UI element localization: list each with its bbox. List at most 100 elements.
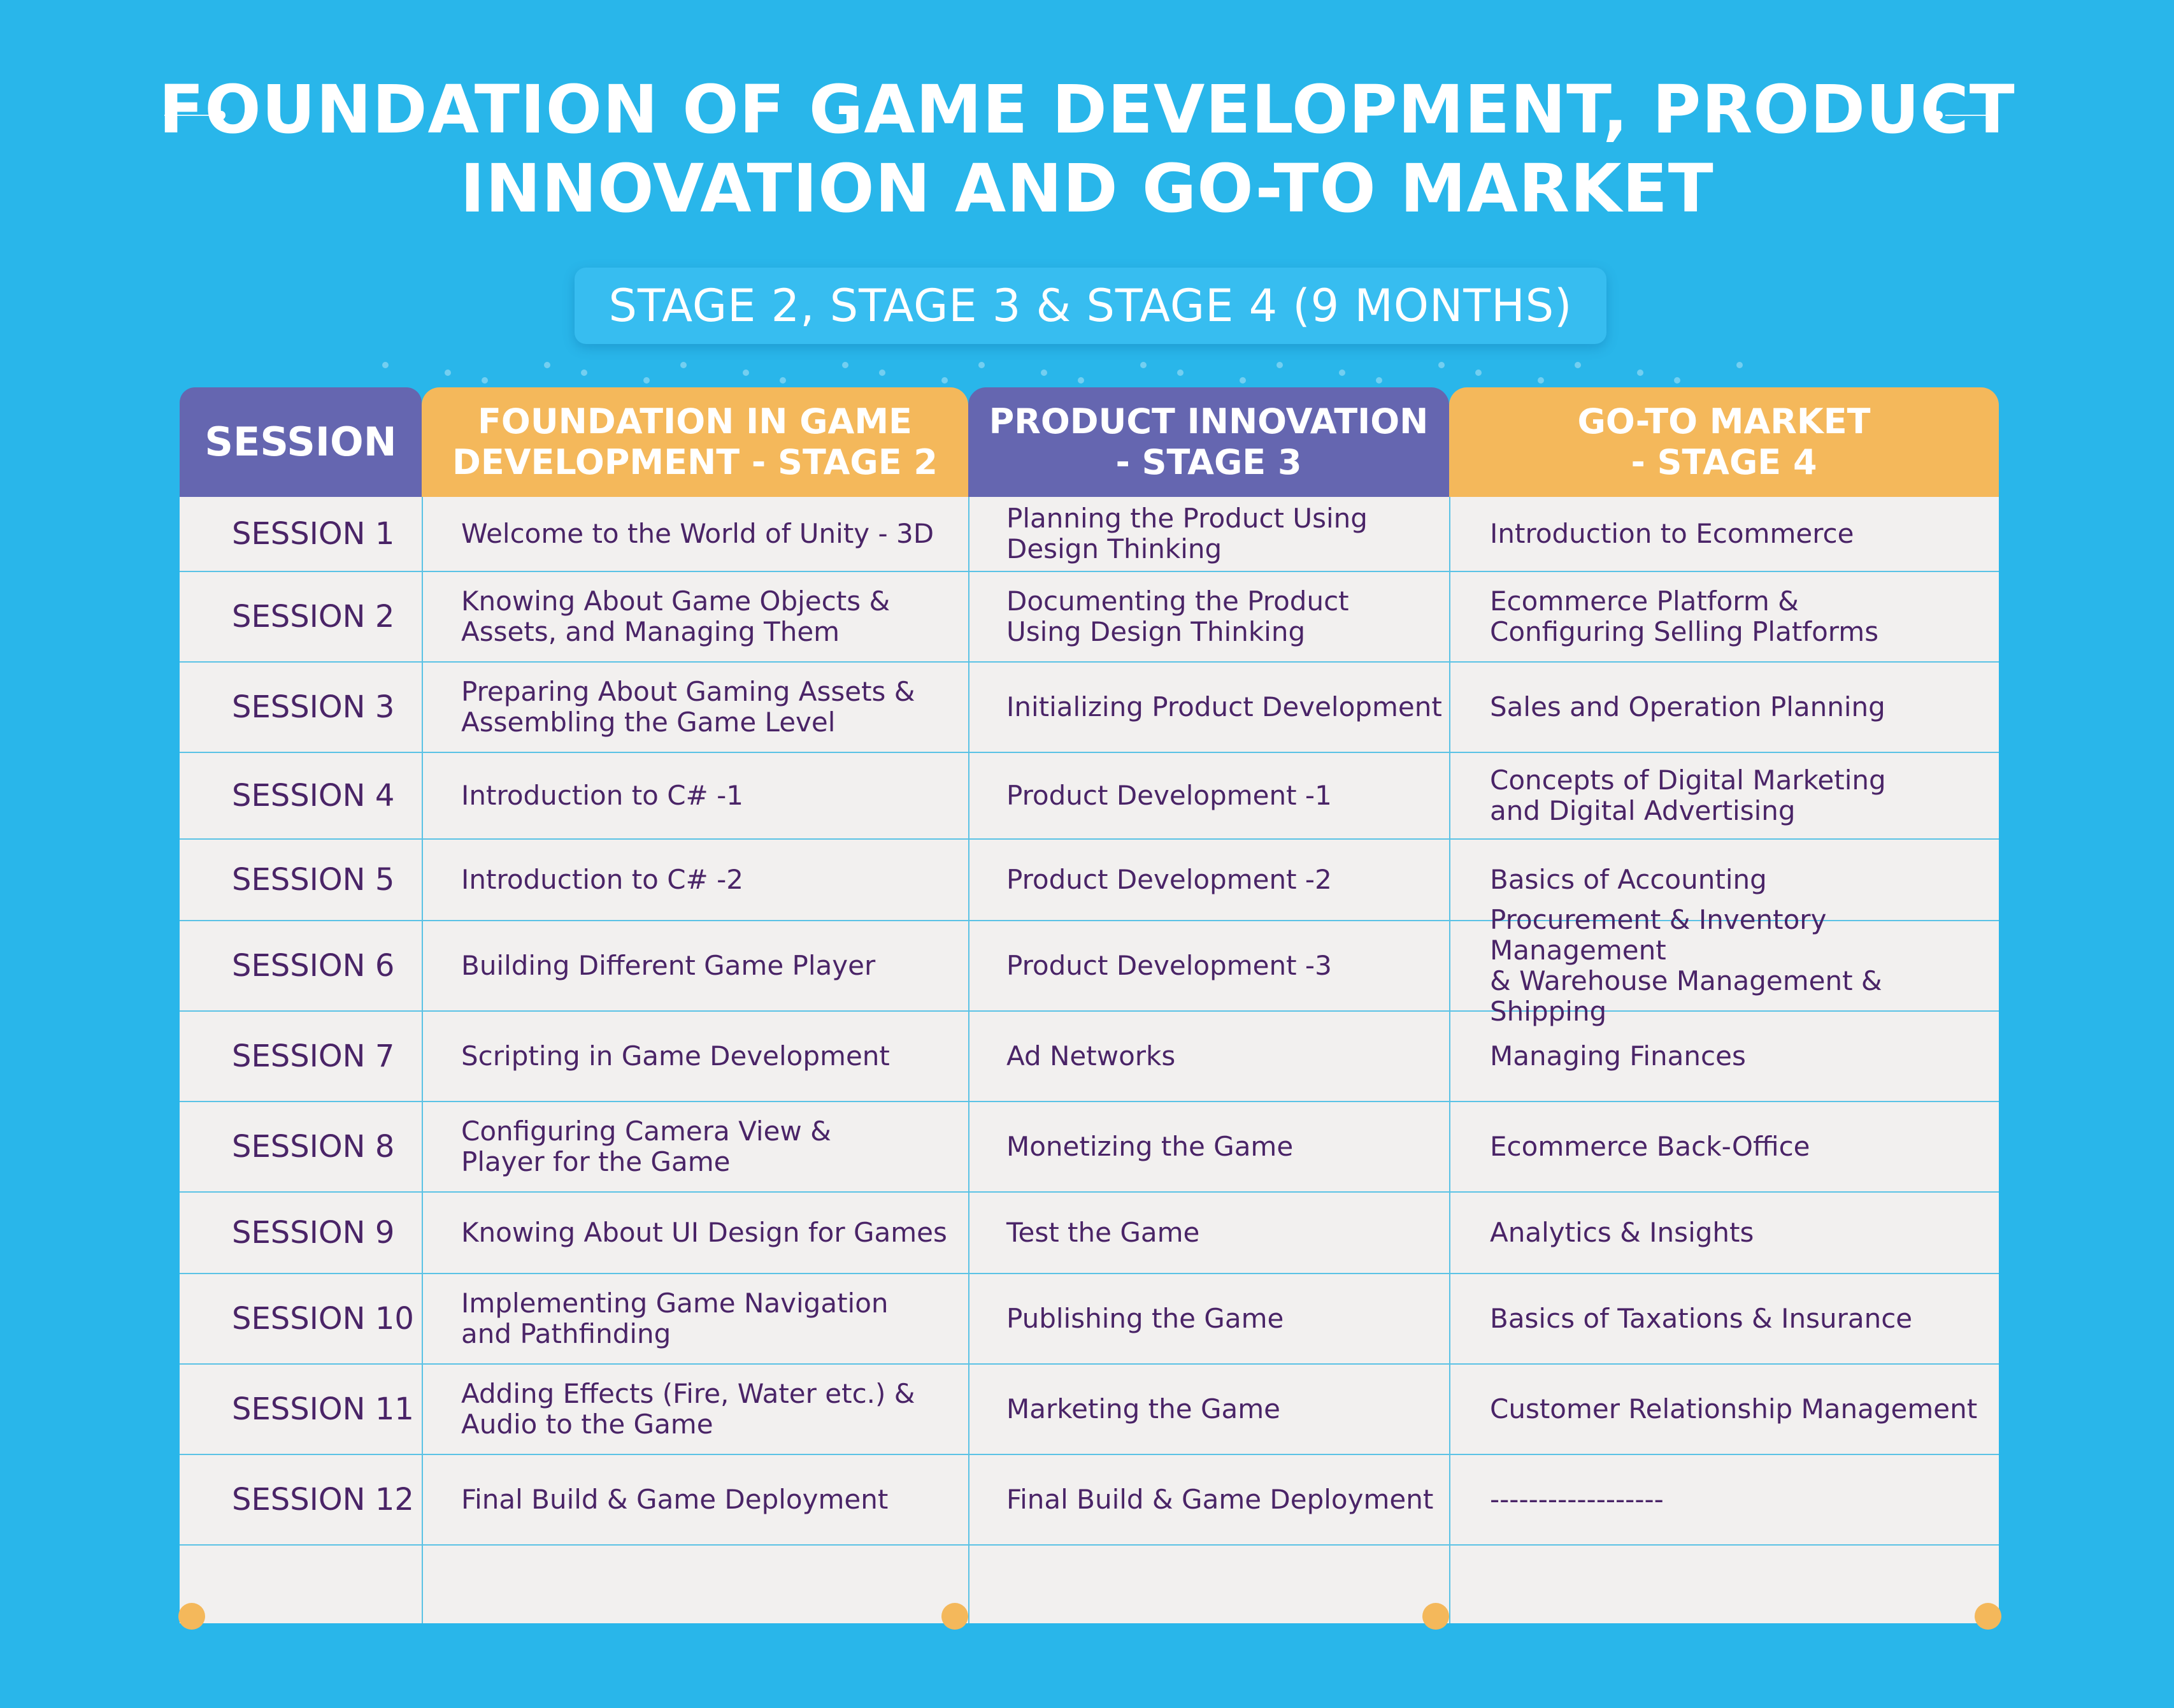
session-label: SESSION 7 [232, 1038, 395, 1074]
stage-2-topic: Welcome to the World of Unity - 3D [461, 518, 934, 549]
stage-2-topic: Introduction to C# -2 [461, 864, 743, 895]
title-line-1: FOUNDATION OF GAME DEVELOPMENT, PRODUCT [159, 71, 2015, 148]
stage-2-topic: Final Build & Game Deployment [461, 1484, 889, 1515]
decorative-dot [1376, 377, 1382, 384]
decorative-dot [978, 362, 985, 368]
stage-3-topic: Ad Networks [1006, 1040, 1176, 1072]
stage-2-topic: Configuring Camera View & Player for the… [461, 1116, 831, 1177]
stage-4-topic: Basics of Accounting [1490, 864, 1767, 895]
title-line-2: INNOVATION AND GO-TO MARKET [460, 150, 1714, 227]
corner-decoration [1422, 1603, 1449, 1630]
stage-3-topic: Documenting the Product Using Design Thi… [1006, 585, 1349, 647]
header-session: SESSION [180, 387, 422, 497]
table-row: SESSION 3 Preparing About Gaming Assets &… [180, 663, 1999, 753]
decorative-dot [382, 362, 389, 368]
decorative-dot [1575, 362, 1581, 368]
decorative-dot [1538, 377, 1544, 384]
stage-4-topic: Customer Relationship Management [1490, 1393, 1978, 1425]
title-decoration-right [1934, 111, 1998, 120]
stage-4-topic: Basics of Taxations & Insurance [1490, 1303, 1913, 1334]
stage-duration-banner: STAGE 2, STAGE 3 & STAGE 4 (9 MONTHS) [575, 268, 1606, 344]
decorative-dot [1674, 377, 1680, 384]
stage-4-topic: Concepts of Digital Marketing and Digita… [1490, 764, 1886, 826]
session-label: SESSION 10 [232, 1301, 414, 1337]
stage-3-topic: Product Development -3 [1006, 950, 1332, 981]
header-stage-4: GO-TO MARKET - STAGE 4 [1449, 387, 1999, 497]
session-label: SESSION 2 [232, 599, 395, 635]
curriculum-table: SESSION FOUNDATION IN GAME DEVELOPMENT -… [178, 387, 2001, 1630]
table-row: SESSION 2 Knowing About Game Objects & As… [180, 572, 1999, 663]
session-label: SESSION 4 [232, 778, 395, 814]
decorative-dot [1475, 370, 1482, 376]
header-stage-3-label: PRODUCT INNOVATION - STAGE 3 [989, 401, 1429, 482]
decorative-dot [581, 370, 587, 376]
stage-3-topic: Product Development -1 [1006, 780, 1332, 811]
decorative-dot [1637, 370, 1643, 376]
stage-4-topic: Managing Finances [1490, 1040, 1746, 1072]
decorative-dot [445, 370, 451, 376]
header-session-label: SESSION [204, 419, 397, 465]
column-divider [1449, 497, 1450, 1623]
decorative-dot [1240, 377, 1246, 384]
stage-3-topic: Initializing Product Development [1006, 691, 1442, 722]
session-label: SESSION 8 [232, 1129, 395, 1165]
header-stage-4-label: GO-TO MARKET - STAGE 4 [1577, 401, 1871, 482]
header-stage-3: PRODUCT INNOVATION - STAGE 3 [968, 387, 1449, 497]
table-row: SESSION 7 Scripting in Game Development Ad… [180, 1012, 1999, 1102]
session-label: SESSION 11 [232, 1391, 414, 1427]
stage-2-topic: Preparing About Gaming Assets & Assembli… [461, 676, 915, 738]
table-row: SESSION 5 Introduction to C# -2 Product De… [180, 840, 1999, 921]
corner-decoration [1975, 1603, 2001, 1630]
decorative-dot [1339, 370, 1345, 376]
corner-decoration [941, 1603, 968, 1630]
table-row: SESSION 10 Implementing Game Navigation a… [180, 1274, 1999, 1365]
decorative-dot [1140, 362, 1147, 368]
decorative-dot [1438, 362, 1445, 368]
decorative-dot [743, 370, 749, 376]
corner-decoration [178, 1603, 205, 1630]
page-title: FOUNDATION OF GAME DEVELOPMENT, PRODUCT … [0, 70, 2174, 228]
session-label: SESSION 5 [232, 862, 395, 898]
header-stage-2-label: FOUNDATION IN GAME DEVELOPMENT - STAGE 2 [452, 401, 938, 482]
table-body: SESSION 1 Welcome to the World of Unity -… [180, 497, 1999, 1623]
stage-4-topic: Procurement & Inventory Management & War… [1490, 904, 1882, 1027]
table-row: SESSION 11 Adding Effects (Fire, Water et… [180, 1365, 1999, 1455]
table-row: SESSION 9 Knowing About UI Design for Gam… [180, 1193, 1999, 1274]
table-row: SESSION 1 Welcome to the World of Unity -… [180, 497, 1999, 572]
stage-3-topic: Planning the Product Using Design Thinki… [1006, 503, 1368, 564]
stage-3-topic: Publishing the Game [1006, 1303, 1284, 1334]
decorative-dot [1078, 377, 1084, 384]
decorative-dot [1177, 370, 1184, 376]
stage-2-topic: Scripting in Game Development [461, 1040, 890, 1072]
stage-3-topic: Monetizing the Game [1006, 1131, 1294, 1162]
decorative-dot [941, 377, 948, 384]
stage-2-topic: Knowing About UI Design for Games [461, 1217, 947, 1248]
stage-3-topic: Marketing the Game [1006, 1393, 1280, 1425]
decorative-dots [382, 357, 1784, 389]
stage-4-topic: Analytics & Insights [1490, 1217, 1754, 1248]
session-label: SESSION 3 [232, 689, 395, 725]
decorative-dot [643, 377, 650, 384]
decorative-dot [680, 362, 687, 368]
table-row: SESSION 8 Configuring Camera View & Playe… [180, 1102, 1999, 1193]
title-decoration-left [164, 111, 228, 120]
stage-2-topic: Building Different Game Player [461, 950, 876, 981]
decorative-dot [482, 377, 488, 384]
decorative-dot [879, 370, 885, 376]
decorative-dot [780, 377, 786, 384]
stage-4-topic: Ecommerce Back-Office [1490, 1131, 1810, 1162]
stage-2-topic: Adding Effects (Fire, Water etc.) & Audi… [461, 1378, 915, 1440]
stage-2-topic: Knowing About Game Objects & Assets, and… [461, 585, 890, 647]
stage-3-topic: Final Build & Game Deployment [1006, 1484, 1434, 1515]
column-divider [968, 497, 969, 1623]
stage-4-topic: Ecommerce Platform & Configuring Selling… [1490, 585, 1879, 647]
table-row: SESSION 6 Building Different Game Player P… [180, 904, 1999, 1027]
decorative-dot [1277, 362, 1283, 368]
column-divider [422, 497, 423, 1623]
stage-2-topic: Implementing Game Navigation and Pathfin… [461, 1288, 889, 1349]
decorative-dot [842, 362, 848, 368]
table-row: SESSION 12 Final Build & Game Deployment F… [180, 1455, 1999, 1546]
decorative-dot [544, 362, 550, 368]
stage-2-topic: Introduction to C# -1 [461, 780, 743, 811]
session-label: SESSION 9 [232, 1215, 395, 1251]
